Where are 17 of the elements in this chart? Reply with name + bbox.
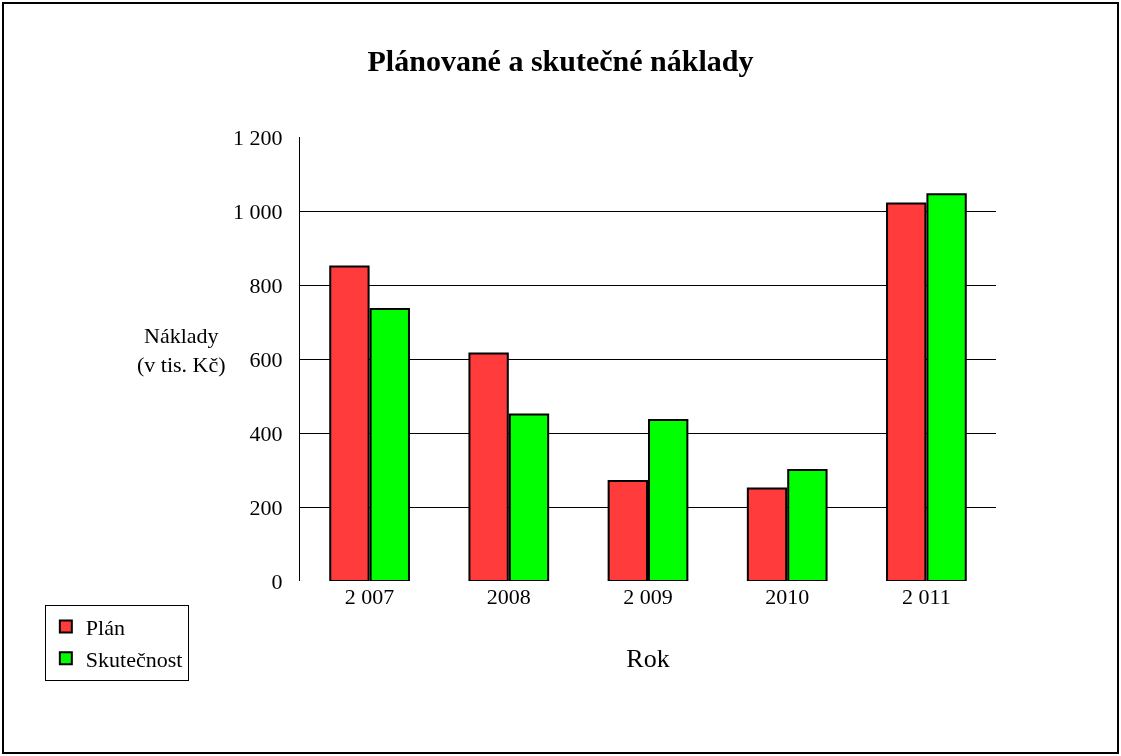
y-tick-label: 400 xyxy=(249,420,283,446)
y-tick-label: 1 200 xyxy=(233,124,283,150)
x-tick-label: 2 011 xyxy=(902,584,951,609)
y-tick-label: 1 000 xyxy=(233,198,283,224)
y-axis-title: Náklady (v tis. Kč) xyxy=(137,323,226,377)
x-tick-label: 2 009 xyxy=(623,584,673,609)
y-tick-label: 200 xyxy=(249,494,283,520)
legend-label: Plán xyxy=(85,615,125,641)
chart-title: Plánované a skutečné náklady xyxy=(367,43,754,77)
legend-label: Skutečnost xyxy=(85,646,183,672)
y-tick-label: 600 xyxy=(249,346,283,372)
x-tick-label: 2 007 xyxy=(344,584,395,609)
y-tick-label: 0 xyxy=(271,568,283,594)
y-tick-label: 800 xyxy=(249,272,283,298)
x-tick-label: 2008 xyxy=(486,584,531,609)
x-tick-label: 2010 xyxy=(765,584,810,609)
x-axis-title: Rok xyxy=(626,643,670,673)
